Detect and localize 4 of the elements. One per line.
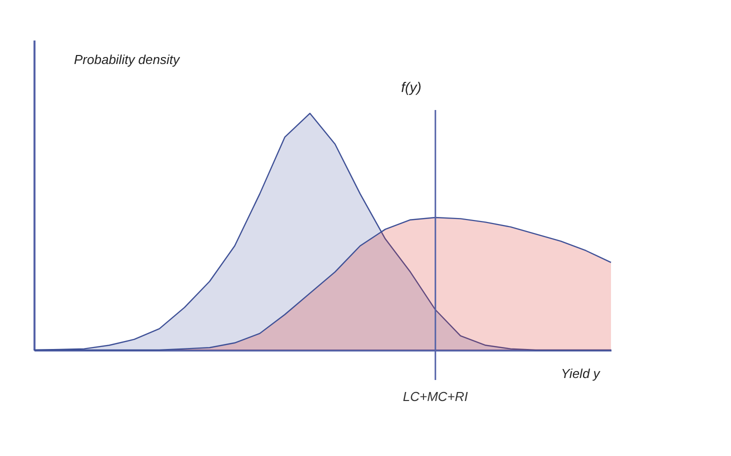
x-axis-title: Yield y	[561, 366, 602, 381]
text: LC+MC+RI	[402, 389, 468, 404]
y-axis-title: Probability density	[74, 52, 181, 67]
text: f(y)	[401, 79, 422, 95]
